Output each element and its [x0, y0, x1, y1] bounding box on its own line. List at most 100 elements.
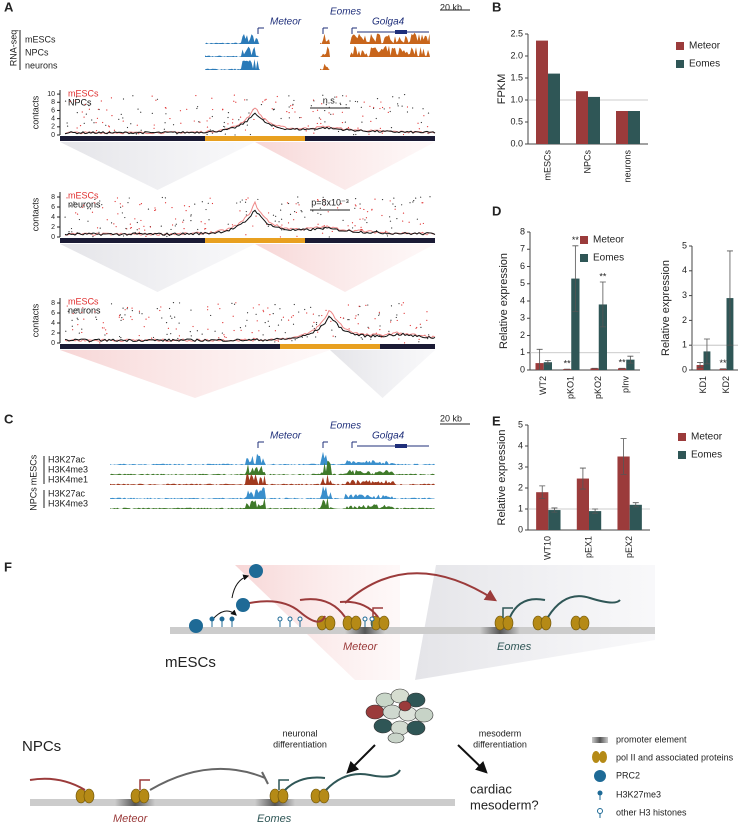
dot — [160, 306, 162, 308]
bar — [548, 510, 561, 530]
error-bar — [726, 250, 733, 346]
dot — [304, 216, 306, 218]
x-tick-label: pInv — [621, 376, 631, 394]
dot — [75, 96, 78, 98]
dot — [74, 100, 76, 102]
dot — [366, 221, 368, 224]
scale-label: 20 kb — [440, 413, 462, 423]
dot — [288, 117, 290, 119]
dot — [200, 221, 202, 223]
dot — [287, 202, 290, 205]
dot — [69, 205, 72, 207]
dot — [374, 318, 376, 320]
dot — [342, 317, 345, 319]
arrow — [346, 744, 376, 774]
dot — [362, 115, 364, 117]
error-bar — [697, 362, 704, 368]
dna-top — [170, 627, 655, 634]
dot — [262, 334, 264, 336]
dot — [196, 107, 198, 110]
dot — [415, 327, 417, 329]
dot — [317, 223, 319, 225]
promoter — [480, 627, 520, 634]
dot — [118, 316, 120, 318]
dot — [189, 331, 191, 333]
dot — [374, 198, 376, 200]
dot — [71, 325, 73, 327]
chip-signal — [110, 486, 435, 499]
dot — [403, 342, 406, 344]
rna-signal-golga4 — [350, 32, 430, 44]
dot — [190, 220, 192, 222]
process-label: differentiation — [473, 739, 527, 749]
dot — [418, 128, 420, 130]
legend-label: Meteor — [689, 41, 721, 52]
error-bar — [551, 507, 558, 513]
dot — [323, 204, 325, 206]
dot — [222, 322, 224, 324]
dot — [65, 330, 67, 332]
dot — [163, 128, 165, 130]
dot — [196, 106, 199, 108]
dot — [78, 218, 80, 221]
dot — [420, 121, 422, 124]
dot — [190, 335, 192, 337]
dot — [277, 340, 279, 342]
dot — [391, 227, 393, 229]
dot — [154, 207, 156, 209]
tick-label: 0 — [51, 340, 55, 347]
dot — [172, 302, 175, 304]
dot — [413, 200, 415, 202]
dot — [245, 234, 247, 236]
dot — [409, 202, 411, 204]
dot — [419, 323, 421, 325]
dot — [396, 218, 398, 220]
tick-label: 0 — [51, 132, 55, 139]
dot — [311, 325, 314, 327]
dot — [174, 218, 177, 220]
dot — [289, 213, 292, 215]
y-axis-label: contacts — [30, 197, 40, 231]
tick-label: 8 — [51, 99, 55, 106]
dot — [140, 219, 142, 222]
dot — [151, 337, 153, 339]
dot — [351, 227, 354, 229]
dot — [222, 109, 224, 111]
dot — [126, 126, 129, 129]
promoter — [345, 627, 385, 634]
dot — [227, 112, 230, 114]
tick-label: 1.0 — [510, 94, 523, 104]
dot — [217, 303, 219, 305]
tick-label: 1.5 — [510, 72, 523, 82]
dot — [231, 224, 234, 226]
x-tick-label: NPCs — [582, 150, 592, 174]
dot — [375, 117, 377, 120]
dot — [354, 317, 356, 319]
dot — [239, 327, 242, 329]
legend-swatch — [580, 254, 588, 262]
histones — [209, 616, 375, 627]
dot — [164, 122, 166, 124]
dot — [208, 219, 210, 221]
dot — [116, 197, 119, 199]
hic-triangle — [60, 350, 330, 398]
dot — [121, 317, 123, 319]
dot — [165, 113, 167, 115]
dot — [397, 103, 399, 105]
dot — [294, 339, 296, 341]
dot — [361, 338, 364, 340]
dot — [356, 101, 359, 103]
dot — [85, 113, 87, 115]
dot — [102, 207, 104, 209]
assay-label: RNA-seq — [8, 30, 18, 67]
dot — [231, 302, 233, 304]
dot — [418, 341, 420, 343]
dot — [287, 222, 290, 224]
tick-label: 0.0 — [510, 138, 523, 148]
dot — [83, 122, 85, 124]
dot — [354, 204, 356, 206]
tick-label: 4 — [51, 214, 55, 221]
dot — [205, 208, 207, 211]
dot — [244, 129, 247, 131]
